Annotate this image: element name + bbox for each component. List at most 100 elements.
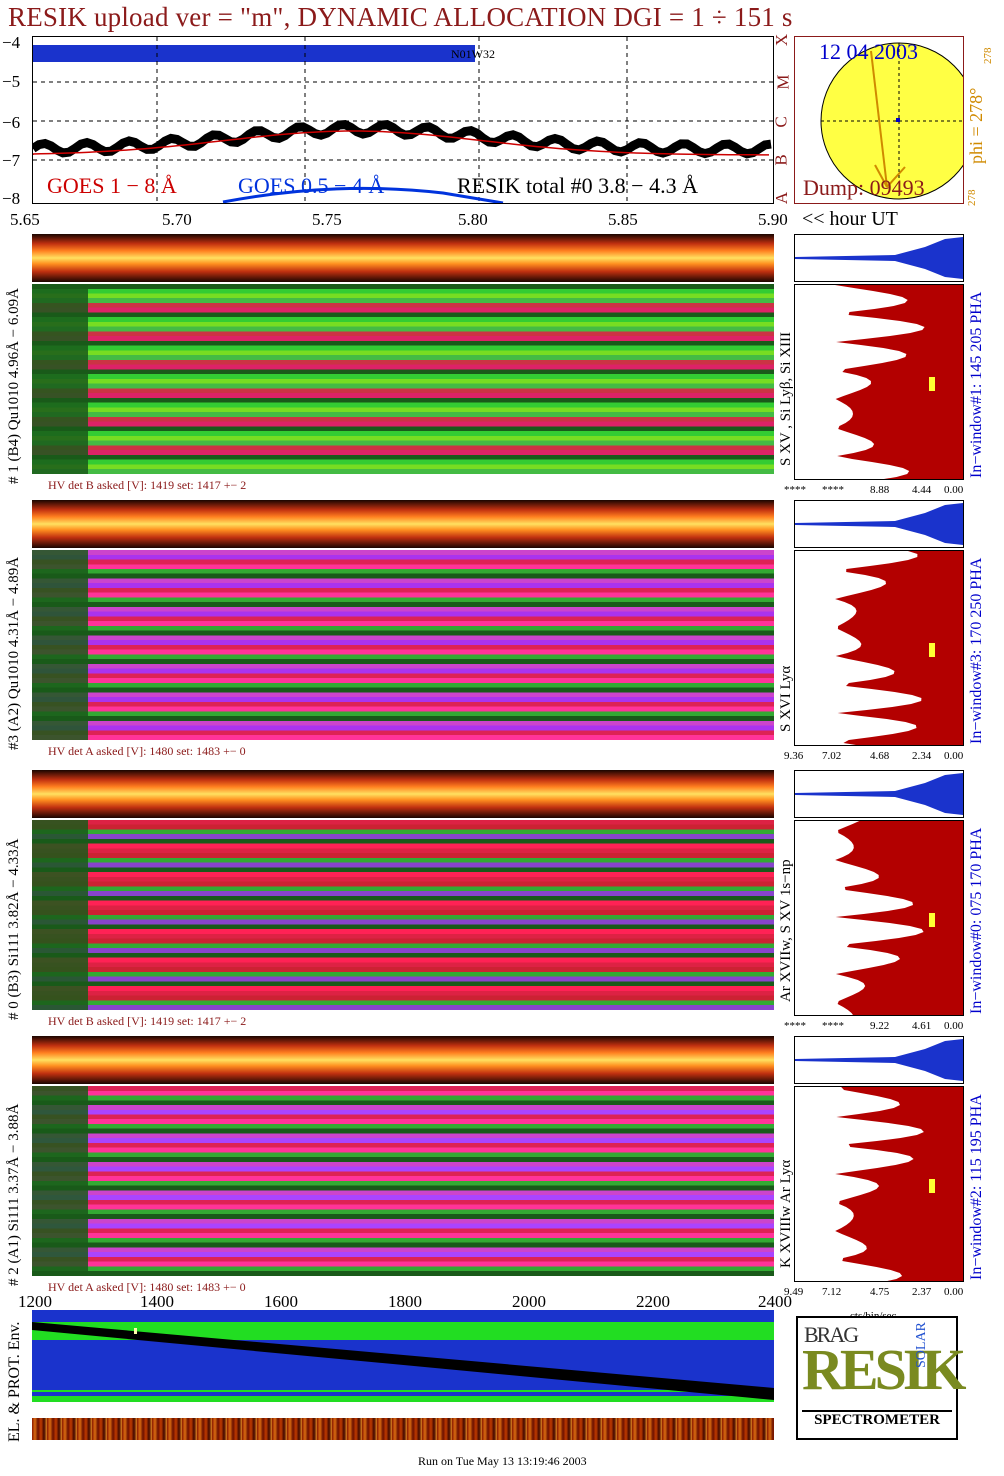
pha-histogram: [794, 500, 964, 548]
goes-05-4-curve: [222, 186, 504, 203]
env-color-strip: [32, 1418, 774, 1440]
hist-tick-labels: **** **** 8.88 4.44 0.00: [784, 484, 974, 498]
spectrum-histogram: [794, 1086, 964, 1282]
goes-class-letters: X M C B A: [772, 30, 794, 208]
goes-lightcurve-svg: [33, 37, 773, 203]
hist-tick-label: 4.61: [912, 1020, 932, 1032]
hist-tick-label: 7.02: [822, 750, 842, 762]
spectrogram-left-column: [32, 284, 88, 474]
spectrogram-panel: [32, 820, 774, 1010]
class-letter: C: [771, 116, 791, 128]
spectrogram-left-column: [32, 1086, 88, 1276]
channel-side-label-wrap: # 1 (B4) Qu1010 4.96Å − 6.09Å: [6, 288, 202, 501]
x-tick-label: 5.70: [162, 210, 192, 229]
env-svg: [32, 1310, 774, 1400]
x-tick-label: 5.90: [758, 210, 788, 229]
bin-tick: 2400: [758, 1292, 792, 1311]
env-label-wrap: EL. & PROT. Env.: [6, 1322, 126, 1460]
hv-setting-label: HV det A asked [V]: 1480 set: 1483 +− 0: [48, 1280, 246, 1294]
x-tick-label: 5.65: [10, 210, 40, 229]
hist-tick-label: 4.68: [870, 750, 890, 762]
logo-spectrometer: SPECTROMETER: [802, 1410, 952, 1429]
logo-brag: BRAG: [804, 1322, 859, 1347]
pha-window-label: In−window#2: 115 195 PHA: [968, 1094, 985, 1280]
x-tick-label: 5.85: [608, 210, 638, 229]
phi-arrow: [870, 50, 888, 188]
line-label-wrap: K XVIIIw Ar Lyα: [778, 1160, 886, 1285]
y-tick-label: −6: [2, 113, 21, 132]
phi-small-text: 278: [982, 47, 994, 65]
spectral-line-label: S XVI Lyα: [778, 665, 794, 732]
logo-resik: RESIK: [802, 1337, 967, 1402]
hv-setting-label: HV det A asked [V]: 1480 set: 1483 +− 0: [48, 744, 246, 758]
bin-tick: 1400: [140, 1292, 174, 1311]
y-tick-label: −4: [2, 33, 21, 52]
channel-side-label: #3 (A2) Qu1010 4.31Å − 4.89Å: [6, 556, 22, 750]
channel-side-label-wrap: #3 (A2) Qu1010 4.31Å − 4.89Å: [6, 557, 199, 767]
spectrum-heat-strip: [32, 500, 774, 548]
phi-small-top: 278: [982, 48, 999, 76]
pha-histogram: [794, 234, 964, 282]
grid-lines: [33, 37, 773, 203]
hist-tick-labels: 9.36 7.02 4.68 2.34 0.00: [784, 750, 974, 764]
y-tick-labels: −4 −5 −6 −7 −8: [2, 30, 30, 208]
spectrum-histogram: [794, 550, 964, 746]
pha-histogram: [794, 1036, 964, 1084]
hist-tick-label: 0.00: [944, 1020, 964, 1032]
class-letter: M: [773, 74, 793, 90]
bin-tick: 1800: [388, 1292, 422, 1311]
channel-side-label: # 1 (B4) Qu1010 4.96Å − 6.09Å: [6, 288, 22, 484]
goes-1-8-curve: [33, 130, 769, 156]
channel-side-label-wrap: # 0 (B3) Si111 3.82Å − 4.33Å: [6, 838, 188, 1037]
x-tick-labels-hours: 5.65 5.70 5.75 5.80 5.85 5.90 << hour UT: [10, 208, 910, 234]
region-band-label: N01W32: [451, 47, 495, 61]
spectrogram-panel: [32, 284, 774, 474]
hist-tick-label: 2.37: [912, 1286, 932, 1298]
active-region-marker: [896, 118, 900, 122]
phi-bottom-text: 278: [966, 189, 978, 207]
phi-small-bottom: 278: [966, 190, 983, 218]
spectrum-histogram: [794, 820, 964, 1016]
y-tick-label: −7: [2, 151, 21, 170]
hist-tick-label: 4.75: [870, 1286, 890, 1298]
hist-tick-label: ****: [784, 1020, 806, 1032]
bin-tick: 2000: [512, 1292, 546, 1311]
hist-tick-label: 9.22: [870, 1020, 890, 1032]
hist-tick-label: ****: [822, 484, 844, 496]
sun-disk-panel: 12 04 2003 Dump: 09493: [794, 36, 964, 204]
legend-goes-05-4: GOES 0.5 − 4 Å: [238, 173, 385, 198]
y-tick-label: −8: [2, 189, 21, 208]
bin-axis-labels: 1200 1400 1600 1800 2000 2200 2400: [18, 1292, 798, 1312]
run-timestamp: Run on Tue May 13 13:19:46 2003: [418, 1454, 587, 1468]
spectrum-heat-strip: [32, 770, 774, 818]
pha-histogram: [794, 770, 964, 818]
spectral-line-label: S XV , Si Lyβ, Si XIII: [778, 331, 794, 466]
y-tick-label: −5: [2, 72, 21, 91]
x-tick-label: 5.80: [458, 210, 488, 229]
channel-side-label: # 2 (A1) Si111 3.37Å − 3.88Å: [6, 1103, 22, 1286]
goes-lightcurve-plot: N01W32 GOES 1 − 8 Å GOES 0.5 − 4 Å RESIK…: [32, 36, 774, 204]
phi-text: phi = 278°: [966, 87, 986, 164]
env-label: EL. & PROT. Env.: [6, 1321, 23, 1442]
phi-angle-label: phi = 278°: [966, 88, 1004, 185]
x-axis-unit: << hour UT: [802, 208, 898, 230]
hv-setting-label: HV det B asked [V]: 1419 set: 1417 +− 2: [48, 1014, 247, 1028]
hist-tick-label: 4.44: [912, 484, 932, 496]
particle-environment-plot: [32, 1310, 774, 1402]
x-tick-label: 5.75: [312, 210, 342, 229]
hist-tick-label: 2.34: [912, 750, 932, 762]
hist-tick-label: 0.00: [944, 484, 964, 496]
spectrogram-left-column: [32, 820, 88, 1010]
resik-logo: BRAG RESIK SOLAR SPECTROMETER: [796, 1316, 967, 1440]
dump-number: Dump: 09493: [803, 175, 925, 200]
hist-tick-label: ****: [784, 484, 806, 496]
hist-tick-label: 7.12: [822, 1286, 842, 1298]
class-letter: B: [771, 154, 791, 166]
hv-setting-label: HV det B asked [V]: 1419 set: 1417 +− 2: [48, 478, 247, 492]
spectrum-heat-strip: [32, 1036, 774, 1084]
bin-tick: 2200: [636, 1292, 670, 1311]
hist-tick-label: 0.00: [944, 750, 964, 762]
bin-tick: 1200: [18, 1292, 52, 1311]
hist-tick-labels: **** **** 9.22 4.61 0.00: [784, 1020, 974, 1034]
spectrum-histogram: [794, 284, 964, 480]
